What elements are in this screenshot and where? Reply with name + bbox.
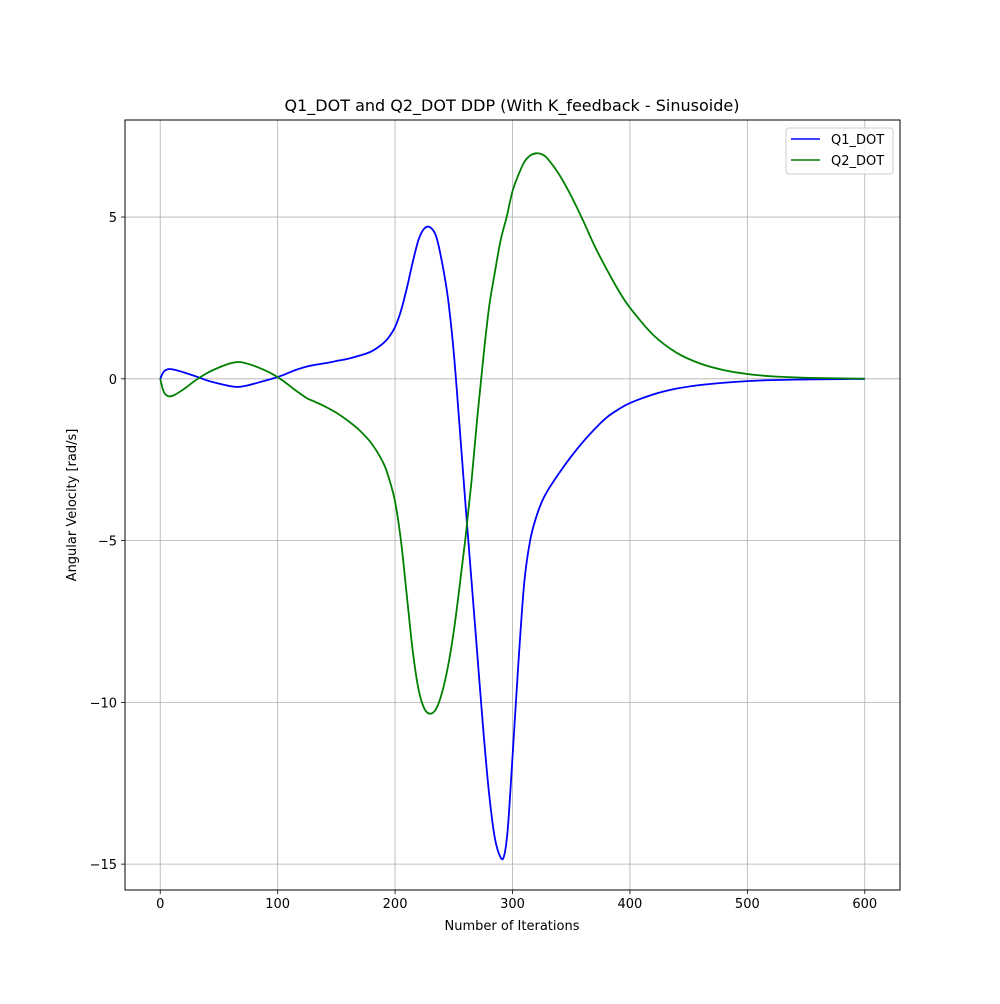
x-tick-label: 600: [852, 897, 877, 912]
axis-ticks: 0 100 200 300 400 500 600 5 0 −5 −10 −15: [90, 211, 878, 912]
y-tick-label: −15: [90, 858, 117, 873]
x-tick-label: 500: [735, 897, 760, 912]
legend-label-q2-dot: Q2_DOT: [831, 154, 884, 169]
chart-title: Q1_DOT and Q2_DOT DDP (With K_feedback -…: [285, 96, 740, 116]
y-axis-label: Angular Velocity [rad/s]: [65, 429, 80, 582]
series-line-q2-dot: [159, 152, 865, 715]
x-tick-label: 300: [500, 897, 525, 912]
x-tick-label: 400: [618, 897, 643, 912]
x-tick-label: 0: [156, 897, 164, 912]
x-axis-label: Number of Iterations: [445, 919, 580, 934]
legend: Q1_DOT Q2_DOT: [785, 127, 894, 175]
y-tick-label: 5: [109, 211, 117, 226]
y-tick-label: −10: [90, 696, 117, 711]
y-tick-label: 0: [109, 373, 117, 388]
series-lines: [159, 152, 865, 861]
series-line-q1-dot: [159, 225, 865, 861]
x-tick-label: 200: [383, 897, 408, 912]
y-tick-label: −5: [98, 535, 117, 550]
x-tick-label: 100: [265, 897, 290, 912]
legend-label-q1-dot: Q1_DOT: [831, 133, 884, 148]
